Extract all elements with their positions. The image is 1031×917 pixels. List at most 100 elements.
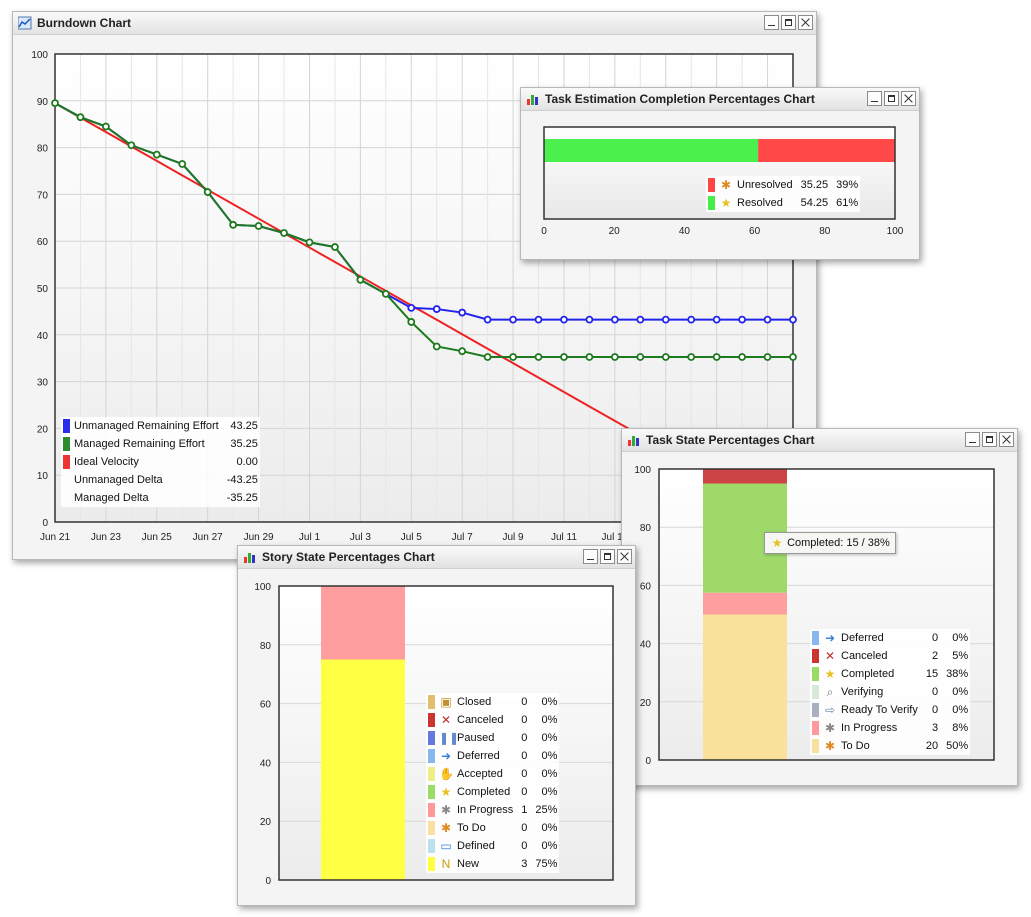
data-point <box>152 150 161 159</box>
data-point <box>407 318 416 326</box>
legend-row: ▣ Closed 0 0% <box>426 693 559 711</box>
legend-label: Ready To Verify <box>841 704 918 716</box>
data-point <box>789 353 797 361</box>
maximize-button[interactable] <box>982 432 997 447</box>
data-point <box>687 353 696 361</box>
minimize-button[interactable] <box>867 91 882 106</box>
legend-swatch <box>428 857 435 871</box>
legend-pct: 0% <box>541 840 558 852</box>
data-point <box>127 141 136 150</box>
legend-swatch <box>812 631 819 645</box>
data-point <box>432 305 441 313</box>
chart-tooltip: ★ Completed: 15 / 38% <box>764 532 896 554</box>
legend-label: Unresolved <box>737 179 793 191</box>
legend-row: ▭ Defined 0 0% <box>426 837 559 855</box>
close-button[interactable] <box>798 15 813 30</box>
x-tick-label: 20 <box>609 226 621 237</box>
minimize-button[interactable] <box>965 432 980 447</box>
folder-icon: ▭ <box>440 839 452 853</box>
minimize-button[interactable] <box>764 15 779 30</box>
y-tick-label: 0 <box>645 756 651 767</box>
legend-row: Managed Remaining Effort 35.25 <box>61 435 260 453</box>
data-point <box>280 229 288 237</box>
task-state-window: Task State Percentages Chart 0 20 40 60 80 10… <box>621 428 1018 786</box>
data-point <box>585 353 594 361</box>
bar-segment <box>703 469 787 484</box>
x-tick-label: Jun 21 <box>40 532 70 543</box>
x-tick-label: 100 <box>887 226 904 237</box>
x-tick-label: Jun 29 <box>244 532 274 543</box>
legend-label: Unmanaged Delta <box>74 474 163 486</box>
data-point <box>636 315 645 324</box>
legend-row: Ideal Velocity 0.00 <box>61 453 260 471</box>
data-point <box>712 353 721 361</box>
task-estimation-titlebar[interactable]: Task Estimation Completion Percentages C… <box>521 88 919 111</box>
arrow-right-icon: ➜ <box>440 749 452 763</box>
burndown-titlebar[interactable]: Burndown Chart <box>13 12 816 35</box>
legend-row: ✱ Unresolved 35.25 39% <box>706 176 860 194</box>
legend-pct: 8% <box>952 722 969 734</box>
arrow-outline-icon: ⇨ <box>824 703 836 717</box>
legend-count: 0 <box>931 686 939 698</box>
legend-pct: 50% <box>946 740 969 752</box>
data-point <box>636 353 645 361</box>
data-point <box>738 315 747 324</box>
y-tick-label: 0 <box>265 876 271 887</box>
legend-count: 3 <box>931 722 939 734</box>
legend-row: ✱ In Progress 1 25% <box>426 801 559 819</box>
y-tick-label: 80 <box>640 523 652 534</box>
task-state-titlebar[interactable]: Task State Percentages Chart <box>622 429 1017 452</box>
legend-label: In Progress <box>841 722 898 734</box>
legend-pct: 0% <box>541 786 558 798</box>
legend-label: Unmanaged Remaining Effort <box>74 420 219 432</box>
legend-count: 20 <box>925 740 939 752</box>
data-point <box>738 353 747 361</box>
maximize-button[interactable] <box>781 15 796 30</box>
plot-border <box>54 53 794 523</box>
bar-segment <box>703 592 787 615</box>
data-point <box>610 353 619 361</box>
y-tick-label: 10 <box>37 471 49 482</box>
maximize-button[interactable] <box>884 91 899 106</box>
plot-border <box>658 468 995 761</box>
legend-swatch <box>708 196 715 210</box>
bar-segment <box>321 586 405 660</box>
minimize-button[interactable] <box>583 549 598 564</box>
x-tick-label: Jun 25 <box>142 532 172 543</box>
task-estimation-legend: ✱ Unresolved 35.25 39% ★ Resolved 54.25 61% <box>706 176 861 212</box>
legend-count: 0 <box>521 768 528 780</box>
task-estimation-title: Task Estimation Completion Percentages C… <box>545 92 815 106</box>
maximize-button[interactable] <box>600 549 615 564</box>
legend-label: Completed <box>457 786 511 798</box>
y-tick-label: 20 <box>640 698 652 709</box>
story-state-titlebar[interactable]: Story State Percentages Chart <box>238 546 635 569</box>
legend-swatch <box>428 731 435 745</box>
y-tick-label: 40 <box>260 758 272 769</box>
data-point <box>458 308 467 317</box>
plot-border <box>278 585 614 881</box>
star-icon: ★ <box>771 536 783 550</box>
legend-label: To Do <box>841 740 870 752</box>
legend-row: ⇨ Ready To Verify 0 0% <box>810 701 970 719</box>
legend-swatch <box>428 821 435 835</box>
gear-icon: ✱ <box>720 178 732 192</box>
data-point <box>432 342 441 351</box>
close-button[interactable] <box>999 432 1014 447</box>
close-button[interactable] <box>617 549 632 564</box>
story-state-window: Story State Percentages Chart 0 20 40 60 80 1… <box>237 545 636 906</box>
data-point <box>229 220 238 229</box>
legend-row: ★ Completed 0 0% <box>426 783 559 801</box>
legend-pct: 0% <box>952 686 969 698</box>
x-tick-label: 60 <box>749 226 761 237</box>
legend-label: Paused <box>457 732 495 744</box>
legend-label: Verifying <box>841 686 884 698</box>
close-button[interactable] <box>901 91 916 106</box>
x-icon: ✕ <box>824 649 836 663</box>
x-tick-label: 0 <box>541 226 547 237</box>
data-point <box>661 315 670 324</box>
data-point <box>560 353 568 361</box>
data-point <box>509 315 517 324</box>
plot-border <box>543 126 896 220</box>
burndown-title: Burndown Chart <box>37 16 131 30</box>
legend-row: ➜ Deferred 0 0% <box>426 747 559 765</box>
